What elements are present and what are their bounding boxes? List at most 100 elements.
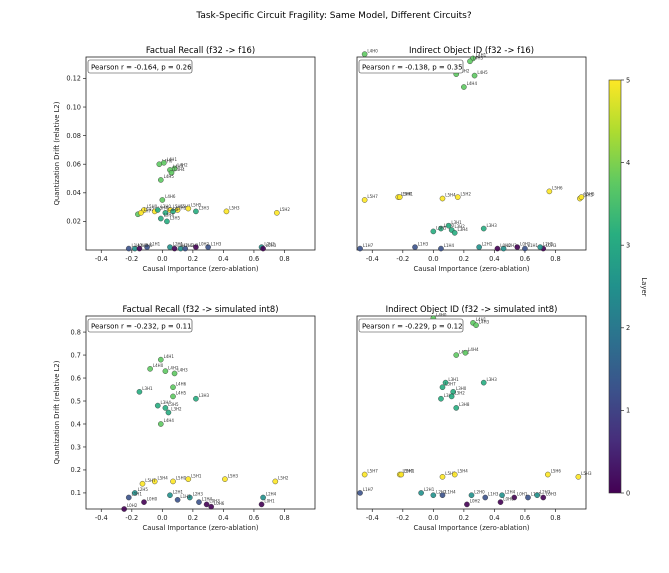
data-point <box>525 494 531 501</box>
x-tick-label: -0.4 <box>366 255 379 263</box>
data-point <box>480 225 487 232</box>
point-label: L5H0 <box>401 191 412 196</box>
point-label: L5H2 <box>461 191 472 196</box>
y-tick-label: 0.1 <box>71 489 82 497</box>
data-point <box>136 245 143 252</box>
point-label: L5H0 <box>176 476 187 481</box>
point-label: L2H1 <box>173 489 184 494</box>
data-point <box>578 194 585 200</box>
point-label: L5H3 <box>581 471 592 476</box>
colorbar-tick-label: 5 <box>626 76 630 84</box>
axes-frame <box>356 56 587 251</box>
data-point <box>499 492 505 499</box>
data-point <box>193 208 199 215</box>
point-label: L4H1 <box>167 157 178 162</box>
data-point <box>361 197 368 203</box>
data-point <box>451 230 458 236</box>
point-label: L3H1 <box>448 377 459 382</box>
data-point <box>182 245 189 252</box>
x-tick-label: 0.8 <box>550 255 561 263</box>
point-label: L4H1 <box>476 53 487 58</box>
point-label: L5H5 <box>584 191 595 196</box>
data-point <box>170 384 176 391</box>
stats-annotation: Pearson r = -0.164, p = 0.26 <box>91 64 192 72</box>
point-label: L3H0 <box>456 386 467 391</box>
point-label: L3H4 <box>458 227 469 232</box>
data-point <box>412 244 418 250</box>
point-label: L0H1 <box>517 492 528 497</box>
data-point <box>185 205 192 212</box>
data-point <box>361 51 368 57</box>
data-point <box>476 244 482 250</box>
x-tick-label: 0.0 <box>157 514 168 522</box>
x-tick-label: -0.2 <box>125 514 138 522</box>
colorbar-tick-label: 3 <box>626 242 630 250</box>
data-point <box>167 492 173 499</box>
data-point <box>223 208 230 215</box>
point-label: L5H4 <box>158 206 169 211</box>
point-label: L5H7 <box>144 207 155 212</box>
x-tick-label: -0.2 <box>125 255 138 263</box>
point-label: L4H2 <box>177 163 188 168</box>
colorbar: 0 1 2 3 4 5 Layer <box>608 76 648 497</box>
point-label: L1H7 <box>363 243 374 248</box>
x-axis-label: Causal Importance (zero-ablation) <box>413 524 529 532</box>
point-label: L4H0 <box>162 158 173 163</box>
point-label: L0H2 <box>470 499 481 504</box>
point-label: L0H0 <box>142 243 153 248</box>
point-label: L5H3 <box>583 193 594 198</box>
x-tick-label: 0.2 <box>459 255 470 263</box>
point-label: L4H1 <box>164 354 175 359</box>
data-point <box>396 194 403 200</box>
point-label: L2H1 <box>482 241 493 246</box>
data-point <box>125 245 132 252</box>
point-label: L2H0 <box>474 489 485 494</box>
x-tick-label: -0.2 <box>396 514 409 522</box>
x-axis-label: Causal Importance (zero-ablation) <box>142 524 258 532</box>
colorbar-tick-label: 1 <box>626 407 630 415</box>
point-label: L2H3 <box>193 492 204 497</box>
data-point <box>534 492 540 499</box>
y-tick-label: 0.3 <box>71 443 82 451</box>
point-label: L0H0 <box>147 496 158 501</box>
data-point <box>438 245 444 252</box>
point-label: L2H3 <box>264 241 275 246</box>
x-tick-label: 0.6 <box>520 255 531 263</box>
point-label: L0H3 <box>546 243 557 248</box>
point-label: L5H2 <box>280 207 291 212</box>
point-label: L4H3 <box>173 164 184 169</box>
data-point <box>511 494 518 501</box>
data-point <box>170 208 176 215</box>
point-label: L3H5 <box>170 216 181 221</box>
point-label: L5H3 <box>228 473 239 478</box>
point-label: L4H4 <box>468 347 479 352</box>
point-label: L0H0 <box>503 496 514 501</box>
point-label: L0H3 <box>546 492 557 497</box>
point-label: L1H3 <box>488 492 499 497</box>
data-point <box>439 195 446 202</box>
point-label: L3H3 <box>199 206 210 211</box>
data-point <box>462 349 469 356</box>
point-label: L5H2 <box>278 476 289 481</box>
data-point <box>203 501 210 508</box>
data-point <box>480 379 487 386</box>
x-tick-label: 0.2 <box>188 514 199 522</box>
point-label: L5H4 <box>458 469 469 474</box>
x-tick-label: 0.8 <box>550 514 561 522</box>
x-tick-label: -0.2 <box>396 255 409 263</box>
point-label: L4H4 <box>467 81 478 86</box>
colorbar-ticks: 0 1 2 3 4 5 <box>621 76 630 497</box>
chart-panel: Factual Recall (f32 -> f16) -0.4 -0.2 0.0 0.… <box>53 45 316 273</box>
point-label: L1H4 <box>445 489 456 494</box>
stats-box <box>358 59 464 74</box>
point-label: L5H1 <box>191 473 202 478</box>
data-point <box>196 499 202 505</box>
point-label: L3H7 <box>445 381 456 386</box>
point-label: L5H6 <box>173 204 184 209</box>
data-point <box>467 58 473 65</box>
data-point <box>430 492 437 499</box>
data-point <box>461 84 467 90</box>
point-label: L4H2 <box>168 365 179 370</box>
point-label: L4H0 <box>436 312 447 317</box>
